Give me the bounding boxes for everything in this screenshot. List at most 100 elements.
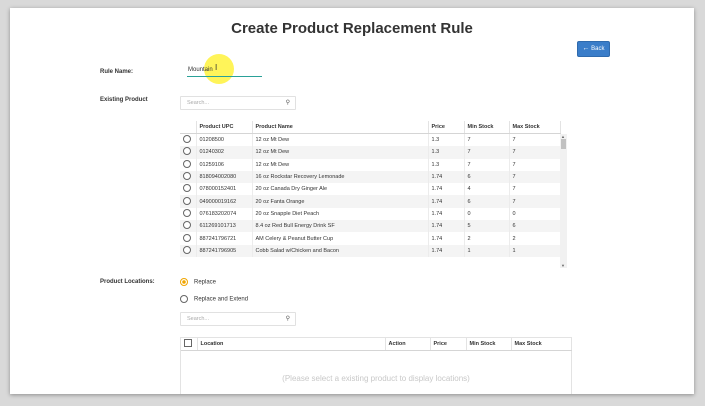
cell-max: 6 — [509, 220, 561, 233]
table-row[interactable]: 887241796721 AM Celery & Peanut Butter Cu… — [180, 232, 561, 245]
locations-table: Location Action Price Min Stock Max Stoc… — [181, 338, 572, 351]
row-select-cell[interactable] — [180, 232, 197, 245]
cell-name: AM Celery & Peanut Butter Cup — [252, 232, 429, 245]
column-header[interactable]: Max Stock — [509, 121, 561, 134]
table-header-row: Location Action Price Min Stock Max Stoc… — [181, 338, 572, 351]
cell-upc: 078000152401 — [196, 183, 253, 196]
row-select-cell[interactable] — [180, 195, 197, 208]
rule-name-label: Rule Name: — [100, 69, 134, 75]
cell-upc: 01240302 — [196, 146, 253, 159]
row-radio[interactable] — [183, 147, 191, 156]
row-select-cell[interactable] — [180, 207, 197, 221]
cell-upc: 887241796905 — [196, 244, 253, 257]
column-header[interactable]: Max Stock — [511, 338, 572, 351]
existing-product-search[interactable]: Search... ⚲ — [180, 96, 296, 110]
cell-name: 20 oz Snapple Diet Peach — [252, 207, 429, 221]
select-all-checkbox[interactable] — [184, 339, 192, 347]
cell-price: 1.3 — [428, 133, 465, 147]
row-radio[interactable] — [183, 184, 191, 193]
table-row[interactable]: 01240302 12 oz Mt Dew 1.3 7 7 — [180, 146, 561, 159]
search-placeholder: Search... — [187, 100, 210, 106]
row-radio[interactable] — [183, 159, 191, 168]
radio-replace-and-extend[interactable]: Replace and Extend — [180, 295, 248, 303]
cell-upc: 887241796721 — [196, 232, 253, 245]
row-radio[interactable] — [183, 221, 191, 230]
cell-price: 1.74 — [428, 195, 465, 208]
select-column-header — [180, 121, 197, 134]
row-radio[interactable] — [183, 172, 191, 181]
row-radio[interactable] — [183, 135, 191, 144]
cell-min: 6 — [464, 195, 510, 208]
cell-max: 7 — [509, 146, 561, 159]
radio-replace-and-extend-indicator[interactable] — [180, 295, 188, 303]
column-header[interactable]: Min Stock — [466, 338, 512, 351]
row-select-cell[interactable] — [180, 183, 197, 196]
cell-upc: 076183202074 — [196, 207, 253, 221]
existing-product-table-wrap: Product UPC Product Name Price Min Stock… — [180, 121, 570, 269]
cell-price: 1.74 — [428, 183, 465, 196]
search-placeholder: Search... — [187, 316, 210, 322]
rule-name-input[interactable]: Mountain — [187, 64, 262, 77]
empty-locations-message: (Please select a existing product to dis… — [282, 374, 470, 383]
cell-upc: 01259106 — [196, 158, 253, 171]
column-header[interactable]: Location — [197, 338, 386, 351]
row-select-cell[interactable] — [180, 244, 197, 257]
row-radio[interactable] — [183, 196, 191, 205]
scroll-down-icon[interactable]: ▼ — [561, 263, 565, 268]
scrollbar-thumb[interactable] — [561, 139, 566, 149]
cell-min: 7 — [464, 133, 510, 147]
page-title: Create Product Replacement Rule — [231, 20, 473, 37]
cell-price: 1.3 — [428, 146, 465, 159]
cell-price: 1.74 — [428, 244, 465, 257]
back-button[interactable]: ← Back — [577, 41, 610, 57]
cell-min: 6 — [464, 170, 510, 184]
column-header[interactable]: Action — [385, 338, 431, 351]
select-all-header[interactable] — [181, 338, 198, 351]
table-row[interactable]: 078000152401 20 oz Canada Dry Ginger Ale 1… — [180, 183, 561, 196]
cursor-highlight — [204, 54, 234, 84]
table-scrollbar[interactable]: ▲ ▼ — [560, 134, 567, 268]
row-select-cell[interactable] — [180, 220, 197, 233]
scroll-up-icon[interactable]: ▲ — [561, 134, 565, 139]
cell-name: 12 oz Mt Dew — [252, 146, 429, 159]
column-header[interactable]: Product UPC — [196, 121, 253, 134]
app-frame: Create Product Replacement Rule ← Back R… — [10, 8, 694, 394]
cell-price: 1.74 — [428, 170, 465, 184]
product-locations-label: Product Locations: — [100, 279, 155, 285]
table-row[interactable]: 049000019162 20 oz Fanta Orange 1.74 6 7 — [180, 195, 561, 208]
cell-max: 1 — [509, 244, 561, 257]
radio-replace[interactable]: Replace — [180, 278, 216, 286]
table-row[interactable]: 076183202074 20 oz Snapple Diet Peach 1.74… — [180, 207, 561, 221]
table-row[interactable]: 01259106 12 oz Mt Dew 1.3 7 7 — [180, 158, 561, 171]
row-select-cell[interactable] — [180, 158, 197, 171]
cell-price: 1.74 — [428, 220, 465, 233]
cell-min: 1 — [464, 244, 510, 257]
table-row[interactable]: 01208500 12 oz Mt Dew 1.3 7 7 — [180, 133, 561, 147]
column-header[interactable]: Price — [428, 121, 465, 134]
cell-max: 2 — [509, 232, 561, 245]
magnifier-icon[interactable]: ⚲ — [285, 316, 290, 322]
row-select-cell[interactable] — [180, 133, 197, 147]
cell-max: 7 — [509, 195, 561, 208]
cell-max: 7 — [509, 183, 561, 196]
cell-price: 1.74 — [428, 207, 465, 221]
row-select-cell[interactable] — [180, 170, 197, 184]
row-radio[interactable] — [183, 208, 191, 217]
table-row[interactable]: 887241796905 Cobb Salad w/Chicken and Bac… — [180, 244, 561, 257]
cell-upc: 049000019162 — [196, 195, 253, 208]
cell-name: 12 oz Mt Dew — [252, 133, 429, 147]
row-select-cell[interactable] — [180, 146, 197, 159]
magnifier-icon[interactable]: ⚲ — [285, 100, 290, 106]
column-header[interactable]: Product Name — [252, 121, 429, 134]
cell-name: 20 oz Canada Dry Ginger Ale — [252, 183, 429, 196]
column-header[interactable]: Price — [430, 338, 467, 351]
column-header[interactable]: Min Stock — [464, 121, 510, 134]
table-header-row: Product UPC Product Name Price Min Stock… — [180, 121, 561, 134]
row-radio[interactable] — [183, 233, 191, 242]
table-row[interactable]: 611269101713 8.4 oz Red Bull Energy Drink… — [180, 220, 561, 233]
cell-min: 4 — [464, 183, 510, 196]
row-radio[interactable] — [183, 245, 191, 254]
radio-replace-indicator[interactable] — [180, 278, 188, 286]
table-row[interactable]: 818094002080 16 oz Rockstar Recovery Lemo… — [180, 170, 561, 184]
locations-search[interactable]: Search... ⚲ — [180, 312, 296, 326]
